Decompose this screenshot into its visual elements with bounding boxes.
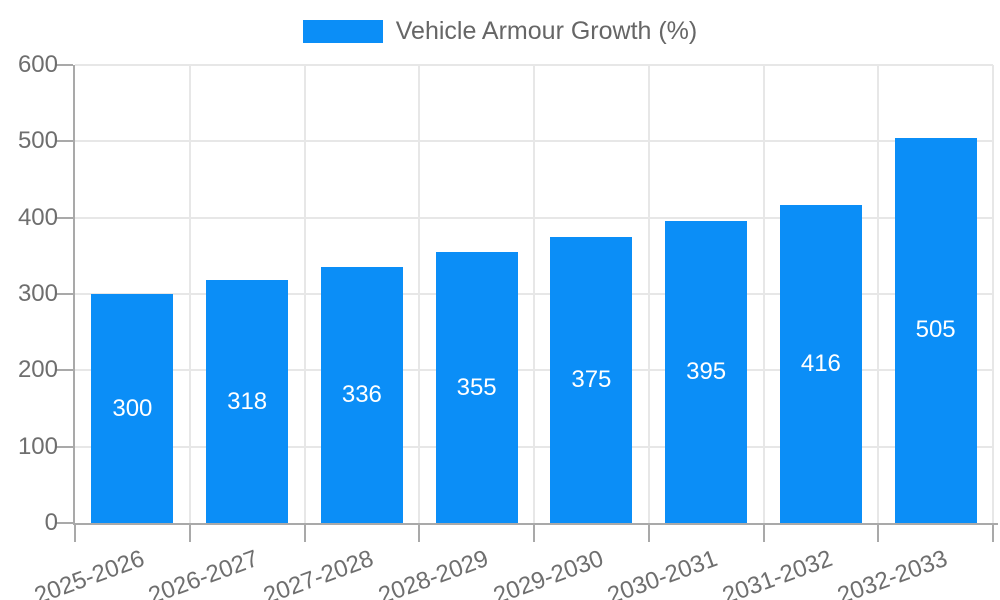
gridline-v bbox=[647, 65, 650, 523]
legend-item[interactable]: Vehicle Armour Growth (%) bbox=[302, 17, 698, 46]
x-tick-label: 2029-2030 bbox=[489, 545, 607, 600]
bar-value-label: 318 bbox=[227, 387, 268, 415]
x-tick bbox=[533, 523, 535, 542]
y-tick-label: 400 bbox=[17, 203, 58, 231]
x-tick-label: 2031-2032 bbox=[719, 545, 837, 600]
gridline-v bbox=[877, 65, 880, 523]
x-tick bbox=[992, 523, 994, 542]
plot-area: 0 100 200 300 400 500 600 2025-2026 2026-2027 202… bbox=[18, 51, 998, 600]
bar[interactable]: 300 bbox=[91, 294, 174, 523]
x-tick bbox=[74, 523, 76, 542]
gridline-v bbox=[533, 65, 535, 523]
bar-value-label: 505 bbox=[915, 316, 956, 344]
bar[interactable]: 395 bbox=[665, 221, 748, 523]
x-tick-label: 2032-2033 bbox=[833, 545, 951, 600]
x-tick bbox=[188, 523, 191, 542]
bar[interactable]: 416 bbox=[779, 205, 862, 523]
y-tick bbox=[55, 445, 73, 448]
x-axis-line bbox=[73, 523, 998, 525]
y-tick-label: 100 bbox=[17, 432, 58, 460]
y-tick-label: 600 bbox=[17, 51, 58, 78]
bar-value-label: 416 bbox=[800, 350, 841, 378]
x-tick-label: 2028-2029 bbox=[374, 545, 492, 600]
legend: Vehicle Armour Growth (%) bbox=[0, 17, 1000, 46]
y-tick bbox=[55, 216, 73, 219]
x-tick bbox=[762, 523, 765, 542]
x-tick bbox=[303, 523, 306, 542]
y-tick-label: 500 bbox=[17, 127, 58, 155]
bar-value-label: 355 bbox=[456, 373, 497, 401]
bar[interactable]: 355 bbox=[435, 252, 518, 523]
legend-label: Vehicle Armour Growth (%) bbox=[395, 17, 698, 45]
x-tick-label: 2025-2026 bbox=[30, 545, 148, 600]
bar[interactable]: 318 bbox=[206, 280, 289, 523]
y-tick-label: 300 bbox=[17, 280, 58, 307]
x-tick-label: 2026-2027 bbox=[145, 545, 263, 600]
bar-value-label: 395 bbox=[686, 358, 727, 386]
bar-value-label: 375 bbox=[571, 365, 612, 393]
gridline-v bbox=[418, 65, 421, 523]
y-tick-label: 200 bbox=[17, 356, 58, 384]
x-tick bbox=[418, 523, 421, 542]
x-tick bbox=[647, 523, 650, 542]
gridline-v bbox=[303, 65, 306, 523]
y-tick bbox=[55, 293, 73, 295]
x-tick-label: 2027-2028 bbox=[260, 545, 378, 600]
gridline-v bbox=[188, 65, 191, 523]
x-tick-label: 2030-2031 bbox=[604, 545, 722, 600]
bar-value-label: 300 bbox=[112, 394, 153, 422]
bar[interactable]: 505 bbox=[894, 137, 977, 523]
gridline-v bbox=[762, 65, 765, 523]
legend-swatch bbox=[302, 20, 383, 43]
y-tick bbox=[55, 522, 73, 524]
bar-value-label: 336 bbox=[341, 380, 382, 408]
bar[interactable]: 375 bbox=[550, 236, 633, 523]
gridline-v bbox=[992, 65, 994, 523]
y-axis-line bbox=[73, 65, 75, 525]
y-tick-label: 0 bbox=[44, 509, 58, 536]
y-tick bbox=[55, 64, 73, 66]
x-tick bbox=[877, 523, 880, 542]
bar[interactable]: 336 bbox=[320, 266, 403, 523]
y-tick bbox=[55, 140, 73, 143]
y-tick bbox=[55, 369, 73, 372]
